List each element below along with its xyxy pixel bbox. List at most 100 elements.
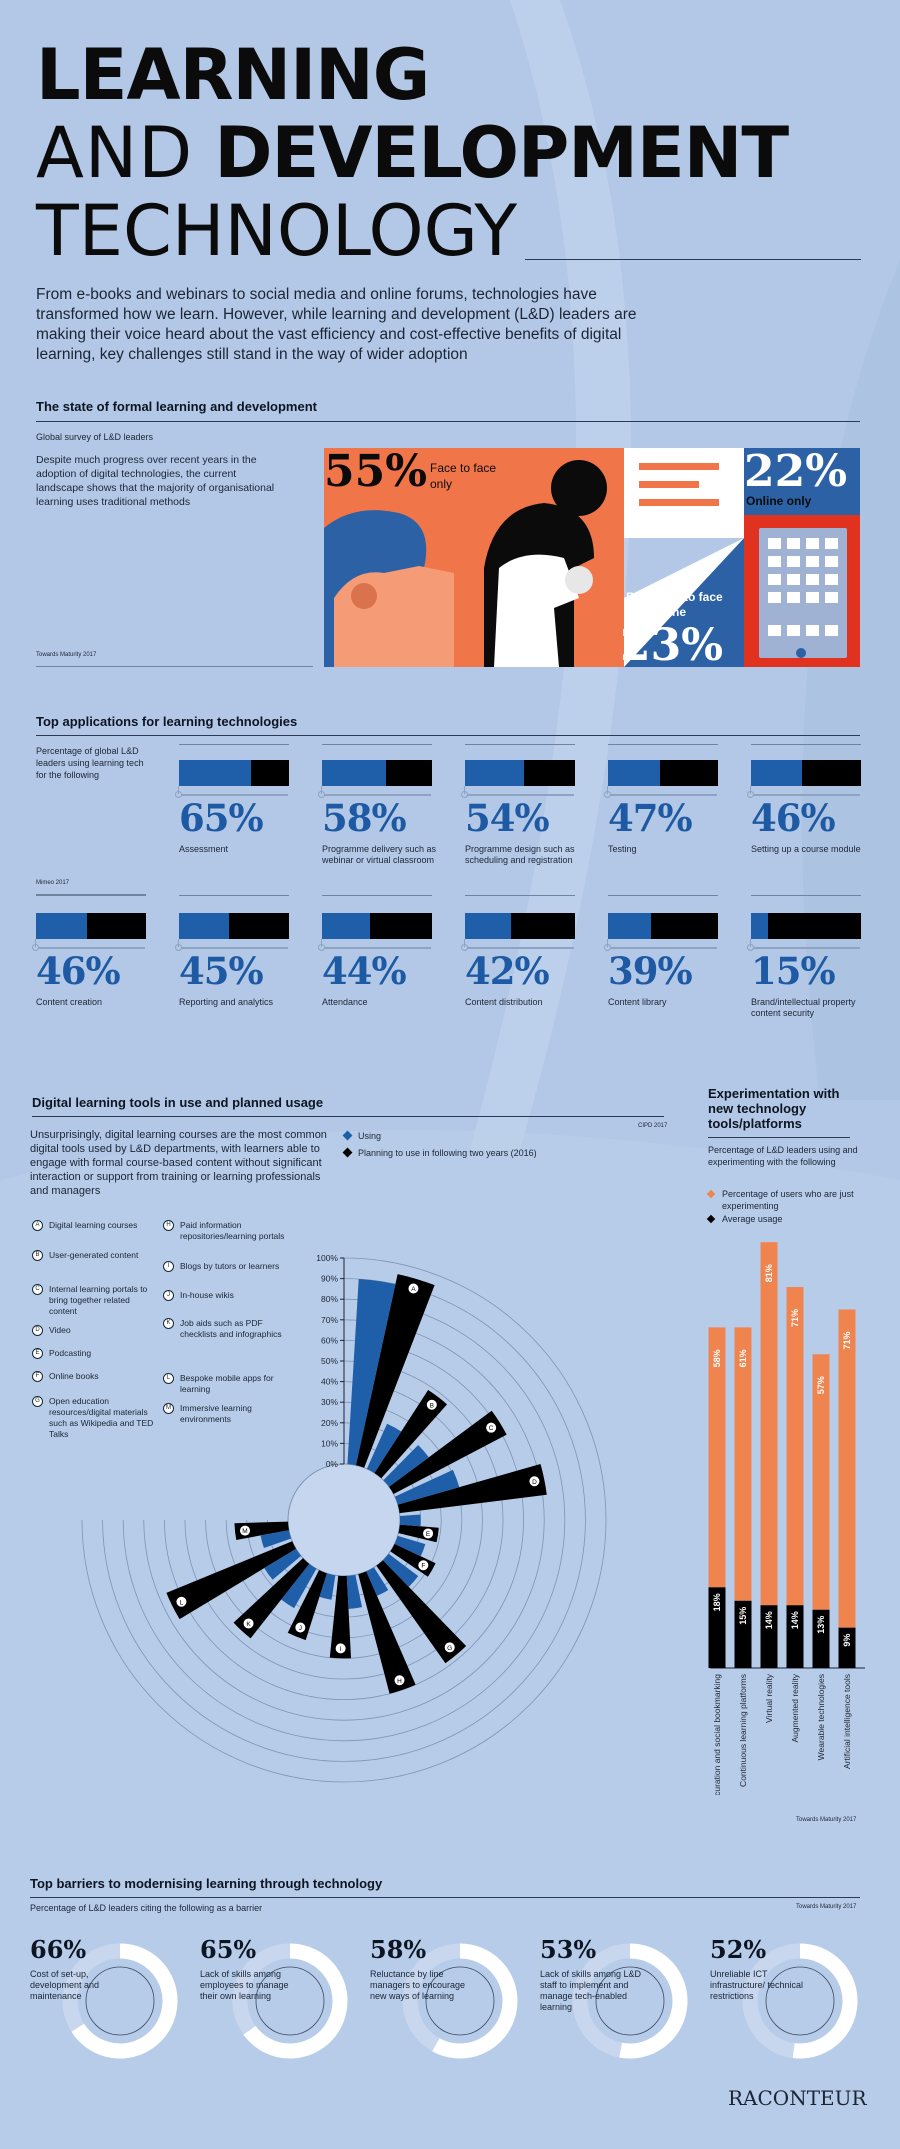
app-line-stem (321, 786, 322, 794)
legend-using-swatch (342, 1130, 353, 1141)
tool-legend-label: Digital learning courses (49, 1220, 138, 1230)
radial-bar-badge (176, 1596, 187, 1607)
barrier-label: Reluctance by line managers to encourage… (370, 1969, 466, 2001)
radial-grid-ring (122, 1298, 566, 1742)
radial-bar-letter: G (447, 1645, 452, 1652)
apps-heading: Top applications for learning technologi… (36, 714, 298, 729)
radial-bar-badge (418, 1560, 429, 1571)
app-card-rule (322, 744, 432, 745)
radial-bar-using (319, 1573, 336, 1600)
tool-legend-label: Blogs by tutors or learners (180, 1261, 280, 1271)
app-card: 46% Setting up a course module (747, 744, 871, 890)
exp-category-label: Virtual reality (764, 1673, 774, 1723)
radial-axis-label: 100% (316, 1253, 338, 1263)
tool-legend-item: I Blogs by tutors or learners (163, 1261, 298, 1291)
app-card: 15% Brand/intellectual property content s… (747, 895, 871, 1043)
exp-category-label: Feeds/curation and social bookmarking (712, 1674, 722, 1795)
barrier-item: 65% Lack of skills among employees to man… (200, 1935, 365, 2065)
radial-axis-label: 10% (321, 1438, 338, 1448)
radial-bar-using (366, 1567, 389, 1596)
tool-legend-item: D Video (32, 1325, 167, 1355)
app-card: 39% Content library (604, 895, 728, 1043)
app-percent: 46% (36, 949, 121, 993)
legend-planning-swatch (342, 1147, 353, 1158)
app-bar-fill (179, 913, 229, 939)
app-card: 42% Content distribution (461, 895, 585, 1043)
app-bar-fill (322, 913, 371, 939)
barrier-ring-inner (85, 1966, 155, 2036)
barrier-ring (62, 1943, 178, 2059)
radial-axis-label: 30% (321, 1397, 338, 1407)
barrier-percent: 53% (540, 1935, 597, 1964)
app-percent: 46% (751, 796, 836, 840)
apps-subtitle: Percentage of global L&D leaders using l… (36, 746, 144, 780)
barrier-percent: 66% (30, 1935, 87, 1964)
app-percent: 39% (608, 949, 693, 993)
tool-legend-item: M Immersive learning environments (163, 1403, 298, 1433)
barrier-label: Cost of set-up, development and maintena… (30, 1969, 100, 2001)
app-bar-line (607, 794, 717, 796)
radial-bar-letter: K (246, 1621, 251, 1628)
stat-both-value: 23% (620, 620, 724, 671)
radial-bar-letter: J (299, 1625, 302, 1632)
radial-bar-using (399, 1514, 421, 1527)
radial-bar-planning (355, 1274, 435, 1468)
tool-letter-badge: B (32, 1250, 43, 1261)
radial-grid-ring (164, 1340, 524, 1700)
app-card: 65% Assessment (175, 744, 299, 890)
app-line-stem (464, 786, 465, 794)
radial-bar-letter: E (426, 1531, 431, 1538)
radial-grid-ring (102, 1278, 586, 1762)
app-bar-fill (322, 760, 386, 786)
exp-label-average: 18% (712, 1593, 722, 1611)
app-card-rule (179, 744, 289, 745)
exp-category-label: Augmented reality (790, 1673, 800, 1742)
radial-bar-planning (287, 1570, 327, 1641)
exp-bar-average (708, 1587, 726, 1668)
tool-legend-label: Video (49, 1325, 71, 1335)
exp-bar-experimenting (760, 1242, 778, 1606)
tool-legend-label: Paid information repositories/learning p… (180, 1220, 285, 1241)
radial-bar-badge (240, 1525, 251, 1536)
exp-label-average: 13% (816, 1616, 826, 1634)
app-line-stem (464, 939, 465, 947)
barrier-label: Lack of skills among L&D staff to implem… (540, 1969, 642, 2012)
app-bar-line (178, 947, 288, 949)
tool-legend-item: E Podcasting (32, 1348, 167, 1378)
tool-letter-badge: J (163, 1290, 174, 1301)
radial-axis-label: 90% (321, 1274, 338, 1284)
barrier-ring-inner (765, 1966, 835, 2036)
radial-bar-planning (376, 1560, 467, 1664)
radial-axis-label: 80% (321, 1294, 338, 1304)
app-label: Content library (608, 997, 667, 1007)
exp-label-experimenting: 81% (764, 1264, 774, 1282)
exp-bar-experimenting (786, 1287, 804, 1606)
radial-bar-badge (394, 1675, 405, 1686)
radial-bar-using (394, 1469, 460, 1505)
barrier-ring (232, 1943, 348, 2059)
radial-bar-letter: M (242, 1528, 247, 1535)
barrier-ring (742, 1943, 858, 2059)
radial-bar-using (264, 1548, 302, 1580)
radial-axis-label: 60% (321, 1335, 338, 1345)
radial-bar-badge (444, 1642, 455, 1653)
app-label: Programme design such as scheduling and … (465, 844, 575, 865)
state-source: Towards Maturity 2017 (36, 652, 97, 658)
app-card-rule (751, 744, 861, 745)
barrier-percent: 52% (710, 1935, 767, 1964)
radial-axis-label: 20% (321, 1418, 338, 1428)
radial-bar-badge (529, 1476, 540, 1487)
tool-legend-label: Internal learning portals to bring toget… (49, 1284, 148, 1316)
title-line-1: LEARNING (36, 34, 430, 116)
app-line-stem (607, 786, 608, 794)
legend-using: Using (342, 1130, 381, 1141)
tool-legend-label: Bespoke mobile apps for learning (180, 1373, 274, 1394)
tool-letter-badge: C (32, 1284, 43, 1295)
app-label: Programme delivery such as webinar or vi… (322, 844, 437, 865)
radial-bar-letter: C (489, 1425, 494, 1432)
radial-grid-ring (184, 1360, 504, 1680)
app-line-stem (750, 786, 751, 794)
app-bar-fill (465, 913, 512, 939)
barrier-item: 58% Reluctance by line managers to encour… (370, 1935, 535, 2065)
barriers-source: Towards Maturity 2017 (796, 1904, 857, 1910)
